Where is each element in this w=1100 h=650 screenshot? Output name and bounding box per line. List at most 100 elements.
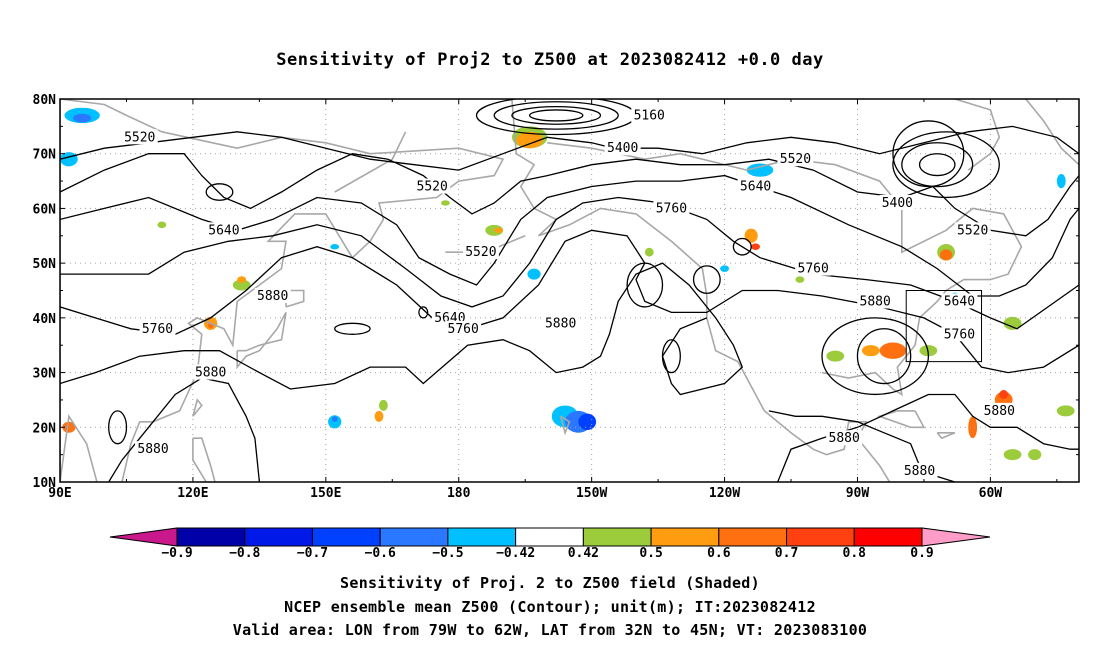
z500-contour-line bbox=[60, 125, 1079, 171]
z500-contour-ring bbox=[418, 306, 429, 319]
colorbar-label: 0.6 bbox=[707, 546, 731, 561]
colorbar-label: −0.7 bbox=[297, 546, 328, 561]
z500-contour-ring bbox=[205, 183, 234, 201]
lon-label: 90E bbox=[48, 486, 71, 501]
contour-label: 5400 bbox=[882, 196, 913, 211]
contour-label-bg bbox=[941, 293, 978, 309]
contour-label-bg bbox=[777, 151, 814, 167]
lon-label: 180 bbox=[447, 486, 471, 501]
colorbar-swatches bbox=[109, 527, 991, 547]
contour-label: 5760 bbox=[656, 201, 687, 216]
contour-label: 5880 bbox=[257, 289, 288, 304]
contour-label-bg bbox=[462, 244, 499, 260]
colorbar-label: −0.42 bbox=[496, 546, 535, 561]
contour-label: 5760 bbox=[944, 327, 975, 342]
contour-label-bg bbox=[445, 320, 482, 336]
colorbar-swatch bbox=[718, 527, 788, 547]
contour-label: 5880 bbox=[829, 431, 860, 446]
colorbar-swatch bbox=[582, 527, 652, 547]
contour-label: 5640 bbox=[944, 294, 975, 309]
sensitivity-patch bbox=[826, 350, 845, 362]
contour-labels: 5520 5160 5400 5520 5520 5640 5760 5400 5520 5640… bbox=[121, 107, 1018, 479]
colorbar-label: 0.5 bbox=[639, 546, 662, 561]
colorbar-swatch bbox=[650, 527, 720, 547]
sensitivity-patch bbox=[1056, 173, 1066, 189]
valid-area-box bbox=[905, 290, 983, 363]
sensitivity-patch bbox=[939, 249, 953, 261]
colorbar-swatch bbox=[379, 527, 449, 547]
map-axes: 90E 120E 150E 180 150W 120W 90W 60W 80N 70N 60N 50N… bbox=[33, 93, 1079, 501]
contour-label-bg bbox=[414, 178, 451, 194]
sensitivity-patch bbox=[73, 113, 92, 123]
colorbar-swatch bbox=[244, 527, 313, 547]
coastline bbox=[192, 437, 216, 482]
sensitivity-patch bbox=[879, 342, 907, 359]
contour-label-bg bbox=[192, 364, 229, 380]
z500-contour-ring bbox=[892, 131, 1000, 199]
sensitivity-patch bbox=[746, 163, 774, 177]
lon-label: 150E bbox=[310, 486, 341, 501]
colorbar-swatch bbox=[447, 527, 517, 547]
coastline bbox=[547, 142, 1023, 397]
z500-contour-line bbox=[777, 393, 1079, 482]
contour-label: 5400 bbox=[607, 141, 638, 156]
contour-label: 5880 bbox=[195, 366, 226, 381]
colorbar-low-triangle bbox=[109, 527, 178, 547]
contour-label: 5640 bbox=[208, 223, 239, 238]
contour-label-bg bbox=[901, 463, 938, 479]
lat-label: 40N bbox=[33, 312, 57, 327]
sensitivity-patch bbox=[232, 279, 251, 291]
sensitivity-patch bbox=[744, 228, 758, 243]
z500-contour-ring bbox=[661, 339, 681, 374]
z500-contour-ring bbox=[918, 153, 956, 177]
sensitivity-patch bbox=[494, 227, 504, 234]
colorbar-labels: −0.9 −0.8 −0.7 −0.6 −0.5 −0.42 0.42 0.5 0.6 0.7 0.… bbox=[161, 546, 933, 561]
contour-label-bg bbox=[981, 402, 1018, 418]
z500-contour-ring bbox=[626, 262, 664, 308]
colorbar-swatch bbox=[176, 527, 246, 547]
contour-label: 5520 bbox=[957, 223, 988, 238]
sensitivity-patch bbox=[157, 221, 167, 229]
sensitivity-patch bbox=[751, 243, 760, 251]
z500-contour-ring bbox=[732, 237, 752, 256]
contour-label-bg bbox=[135, 441, 172, 457]
contour-label-bg bbox=[826, 430, 863, 446]
contour-label: 5520 bbox=[780, 152, 811, 167]
contour-label-bg bbox=[941, 326, 978, 342]
colorbar-label: −0.8 bbox=[229, 546, 260, 561]
sensitivity-patch bbox=[441, 200, 450, 206]
sensitivity-shading bbox=[60, 107, 1075, 461]
contour-label-bg bbox=[631, 107, 668, 123]
colorbar-swatch bbox=[786, 527, 855, 547]
coastline bbox=[954, 99, 1001, 171]
sensitivity-patch bbox=[1028, 449, 1042, 461]
contour-label-bg bbox=[205, 222, 242, 238]
contour-label: 5760 bbox=[798, 262, 829, 277]
colorbar-swatch bbox=[515, 527, 584, 547]
contour-label-bg bbox=[653, 200, 690, 216]
z500-contour-ring bbox=[901, 142, 974, 188]
contour-label: 5880 bbox=[860, 294, 891, 309]
coastline bbox=[236, 312, 287, 370]
sensitivity-patch bbox=[968, 416, 978, 439]
contour-label: 5160 bbox=[634, 108, 665, 123]
caption-line-3: Valid area: LON from 79W to 62W, LAT fro… bbox=[232, 621, 868, 639]
z500-contour-line bbox=[60, 196, 1079, 330]
colorbar-label: 0.7 bbox=[775, 546, 798, 561]
contour-label: 5880 bbox=[545, 316, 576, 331]
colorbar-label: −0.5 bbox=[432, 546, 463, 561]
contour-label-bg bbox=[604, 140, 641, 156]
caption-line-1: Sensitivity of Proj. 2 to Z500 field (Sh… bbox=[340, 574, 760, 592]
contour-label-bg bbox=[795, 260, 832, 276]
sensitivity-patch bbox=[644, 247, 654, 257]
contour-label: 5880 bbox=[137, 442, 168, 457]
colorbar-label: 0.42 bbox=[568, 546, 599, 561]
contour-label-bg bbox=[857, 293, 894, 309]
sensitivity-patch bbox=[62, 421, 76, 433]
sensitivity-patch bbox=[720, 265, 729, 272]
colorbar-swatch bbox=[311, 527, 381, 547]
coastline bbox=[936, 432, 956, 440]
lat-label: 20N bbox=[33, 421, 57, 436]
contour-label-bg bbox=[254, 287, 291, 303]
contour-label: 5520 bbox=[417, 180, 448, 195]
